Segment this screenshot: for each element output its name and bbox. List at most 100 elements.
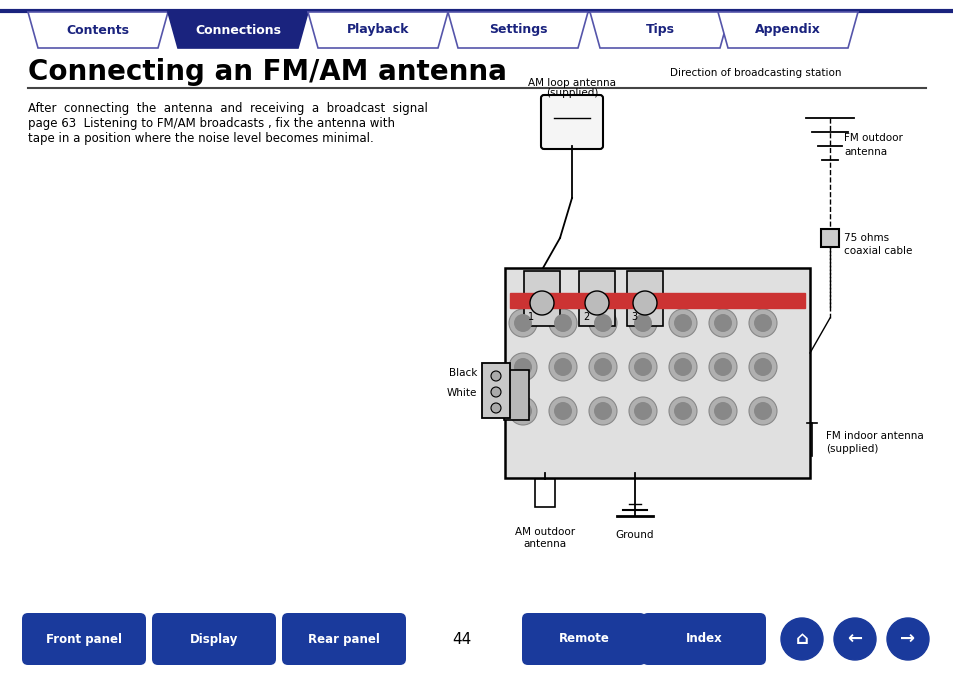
Circle shape <box>594 358 612 376</box>
Circle shape <box>713 358 731 376</box>
Circle shape <box>514 358 532 376</box>
Polygon shape <box>308 12 448 48</box>
FancyBboxPatch shape <box>152 613 275 665</box>
Circle shape <box>748 353 776 381</box>
Circle shape <box>584 291 608 315</box>
Circle shape <box>554 402 572 420</box>
Circle shape <box>594 314 612 332</box>
Circle shape <box>748 397 776 425</box>
Text: FM outdoor: FM outdoor <box>843 133 902 143</box>
Circle shape <box>708 353 737 381</box>
Text: 3: 3 <box>630 312 637 322</box>
Text: Display: Display <box>190 633 238 645</box>
Text: Index: Index <box>685 633 721 645</box>
FancyBboxPatch shape <box>521 613 645 665</box>
Text: Tips: Tips <box>645 24 674 36</box>
Text: Playback: Playback <box>346 24 409 36</box>
FancyBboxPatch shape <box>821 229 838 247</box>
FancyBboxPatch shape <box>578 271 615 326</box>
Text: Front panel: Front panel <box>46 633 122 645</box>
Circle shape <box>748 309 776 337</box>
Text: Connections: Connections <box>194 24 281 36</box>
Text: antenna: antenna <box>843 147 886 157</box>
Circle shape <box>634 402 651 420</box>
FancyBboxPatch shape <box>540 95 602 149</box>
Text: 44: 44 <box>452 631 471 647</box>
Polygon shape <box>589 12 729 48</box>
Circle shape <box>753 358 771 376</box>
Circle shape <box>753 314 771 332</box>
Polygon shape <box>718 12 857 48</box>
Circle shape <box>554 314 572 332</box>
Text: After  connecting  the  antenna  and  receiving  a  broadcast  signal: After connecting the antenna and receivi… <box>28 102 428 115</box>
Text: Settings: Settings <box>488 24 547 36</box>
Text: Ground: Ground <box>615 530 654 540</box>
Circle shape <box>886 618 928 660</box>
Circle shape <box>628 397 657 425</box>
Polygon shape <box>448 12 587 48</box>
Text: 75 ohms: 75 ohms <box>843 233 888 243</box>
Circle shape <box>708 397 737 425</box>
Text: tape in a position where the noise level becomes minimal.: tape in a position where the noise level… <box>28 132 374 145</box>
Circle shape <box>530 291 554 315</box>
Circle shape <box>708 309 737 337</box>
Text: (supplied): (supplied) <box>545 88 598 98</box>
Circle shape <box>514 402 532 420</box>
Text: 2: 2 <box>582 312 589 322</box>
Circle shape <box>833 618 875 660</box>
Text: Black: Black <box>448 368 476 378</box>
Text: ⌂: ⌂ <box>795 630 807 648</box>
Text: Connecting an FM/AM antenna: Connecting an FM/AM antenna <box>28 58 506 86</box>
Polygon shape <box>510 293 804 308</box>
Circle shape <box>554 358 572 376</box>
Circle shape <box>594 402 612 420</box>
FancyBboxPatch shape <box>626 271 662 326</box>
Text: Rear panel: Rear panel <box>308 633 379 645</box>
Circle shape <box>628 353 657 381</box>
FancyBboxPatch shape <box>503 370 529 420</box>
Text: coaxial cable: coaxial cable <box>843 246 911 256</box>
Text: Appendix: Appendix <box>754 24 821 36</box>
Circle shape <box>668 353 697 381</box>
Circle shape <box>633 291 657 315</box>
Circle shape <box>491 387 500 397</box>
Circle shape <box>713 402 731 420</box>
Circle shape <box>509 397 537 425</box>
FancyBboxPatch shape <box>523 271 559 326</box>
Polygon shape <box>28 12 168 48</box>
Circle shape <box>713 314 731 332</box>
Circle shape <box>781 618 822 660</box>
Circle shape <box>673 358 691 376</box>
Text: AM loop antenna: AM loop antenna <box>527 78 616 88</box>
Text: (supplied): (supplied) <box>825 444 878 454</box>
Circle shape <box>588 397 617 425</box>
Circle shape <box>673 314 691 332</box>
Circle shape <box>673 402 691 420</box>
Text: Direction of broadcasting station: Direction of broadcasting station <box>669 68 841 78</box>
Text: Remote: Remote <box>558 633 609 645</box>
FancyBboxPatch shape <box>641 613 765 665</box>
Circle shape <box>588 353 617 381</box>
FancyBboxPatch shape <box>481 363 510 418</box>
Circle shape <box>588 309 617 337</box>
Text: 1: 1 <box>527 312 534 322</box>
Polygon shape <box>168 12 308 48</box>
Text: page 63  Listening to FM/AM broadcasts , fix the antenna with: page 63 Listening to FM/AM broadcasts , … <box>28 117 395 130</box>
Circle shape <box>509 309 537 337</box>
Text: ←: ← <box>846 630 862 648</box>
FancyBboxPatch shape <box>282 613 406 665</box>
Circle shape <box>509 353 537 381</box>
Circle shape <box>548 397 577 425</box>
Text: Contents: Contents <box>67 24 130 36</box>
Text: →: → <box>900 630 915 648</box>
Circle shape <box>491 403 500 413</box>
Text: FM indoor antenna: FM indoor antenna <box>825 431 923 441</box>
FancyBboxPatch shape <box>535 479 555 507</box>
Text: White: White <box>446 388 476 398</box>
Circle shape <box>548 353 577 381</box>
FancyBboxPatch shape <box>22 613 146 665</box>
Circle shape <box>634 314 651 332</box>
Circle shape <box>628 309 657 337</box>
Circle shape <box>634 358 651 376</box>
Circle shape <box>548 309 577 337</box>
